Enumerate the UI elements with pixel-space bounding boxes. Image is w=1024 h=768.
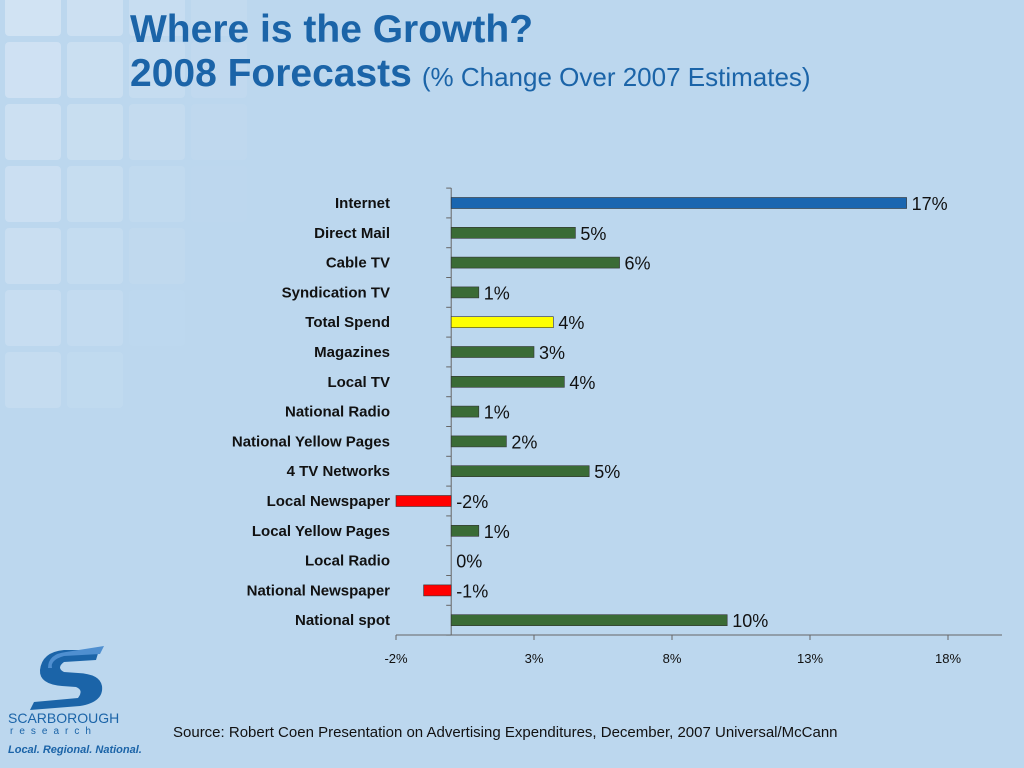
bar — [450, 465, 590, 478]
category-label: National Newspaper — [247, 582, 391, 599]
bar — [450, 524, 480, 537]
grid-cell — [5, 166, 61, 222]
bar — [450, 435, 507, 448]
bar-chart: -2% 3% 8% 13% 18% Internet 17% Direct Mail 5% Cab… — [232, 187, 1002, 666]
data-label: 5% — [580, 224, 606, 244]
grid-cell — [67, 352, 123, 408]
bar — [450, 197, 907, 209]
grid-cell — [191, 0, 247, 36]
data-label: 3% — [539, 343, 565, 363]
bar — [450, 346, 535, 358]
title-subtitle: (% Change Over 2007 Estimates) — [421, 62, 811, 92]
title-forecasts: 2008 Forecasts — [130, 52, 412, 95]
data-label: 10% — [732, 611, 768, 631]
grid-cell — [129, 42, 185, 98]
logo-tagline: Local. Regional. National. — [8, 744, 142, 756]
category-label: Internet — [335, 195, 390, 212]
category-label: National spot — [295, 612, 390, 629]
data-label: 1% — [484, 403, 510, 423]
data-label: -1% — [456, 581, 488, 601]
data-label: 1% — [484, 283, 510, 303]
grid-cell — [129, 228, 185, 284]
data-label: 17% — [912, 194, 948, 214]
grid-cell — [67, 166, 123, 222]
grid-cell — [67, 290, 123, 346]
grid-cell — [67, 0, 123, 36]
category-label: Local Radio — [305, 553, 390, 570]
grid-cell — [191, 42, 247, 98]
grid-cell — [129, 104, 185, 160]
bar — [395, 495, 452, 507]
logo-name: SCARBOROUGH — [8, 710, 120, 726]
grid-cell — [129, 0, 185, 36]
grid-cell — [5, 290, 61, 346]
data-label: 2% — [511, 432, 537, 452]
x-tick-label: 8% — [663, 651, 682, 666]
x-tick-label: 3% — [525, 651, 544, 666]
bar — [450, 375, 565, 388]
grid-cell — [67, 228, 123, 284]
data-label: 4% — [558, 313, 584, 333]
category-label: Total Spend — [305, 314, 390, 331]
grid-cell — [191, 104, 247, 160]
grid-cell — [129, 166, 185, 222]
grid-cell — [5, 352, 61, 408]
title-line-2: 2008 Forecasts (% Change Over 2007 Estima… — [130, 52, 811, 99]
bar — [450, 405, 480, 418]
bar — [450, 256, 620, 269]
category-label: Local Newspaper — [267, 493, 391, 510]
data-label: 1% — [484, 522, 510, 542]
bar — [450, 227, 576, 239]
data-label: -2% — [456, 492, 488, 512]
grid-cell — [5, 42, 61, 98]
source-note: Source: Robert Coen Presentation on Adve… — [173, 724, 838, 741]
scarborough-logo-icon — [30, 646, 104, 710]
x-tick-label: 18% — [935, 651, 961, 666]
data-label: 6% — [625, 254, 651, 274]
grid-cell — [5, 104, 61, 160]
title-line-1: Where is the Growth? — [130, 8, 534, 51]
category-label: 4 TV Networks — [287, 463, 390, 480]
category-label: Local TV — [327, 374, 390, 391]
grid-cell — [191, 166, 247, 222]
x-tick-label: -2% — [384, 651, 408, 666]
category-label: National Yellow Pages — [232, 433, 390, 450]
grid-cell — [5, 0, 61, 36]
grid-cell — [5, 228, 61, 284]
category-label: Local Yellow Pages — [252, 523, 390, 540]
data-label: 5% — [594, 462, 620, 482]
category-label: Syndication TV — [282, 284, 390, 301]
bar — [450, 286, 480, 299]
bar — [423, 584, 452, 597]
slide-title: Where is the Growth? 2008 Forecasts (% Ch… — [130, 8, 811, 99]
grid-cell — [67, 104, 123, 160]
bar — [450, 316, 554, 329]
logo-sub: research — [10, 726, 97, 737]
data-label: 0% — [456, 552, 482, 572]
bar — [450, 614, 728, 627]
category-label: Cable TV — [326, 255, 390, 272]
grid-cell — [129, 290, 185, 346]
data-label: 4% — [569, 373, 595, 393]
x-tick-label: 13% — [797, 651, 823, 666]
category-label: National Radio — [285, 404, 390, 421]
grid-cell — [67, 42, 123, 98]
category-label: Direct Mail — [314, 225, 390, 242]
category-label: Magazines — [314, 344, 390, 361]
